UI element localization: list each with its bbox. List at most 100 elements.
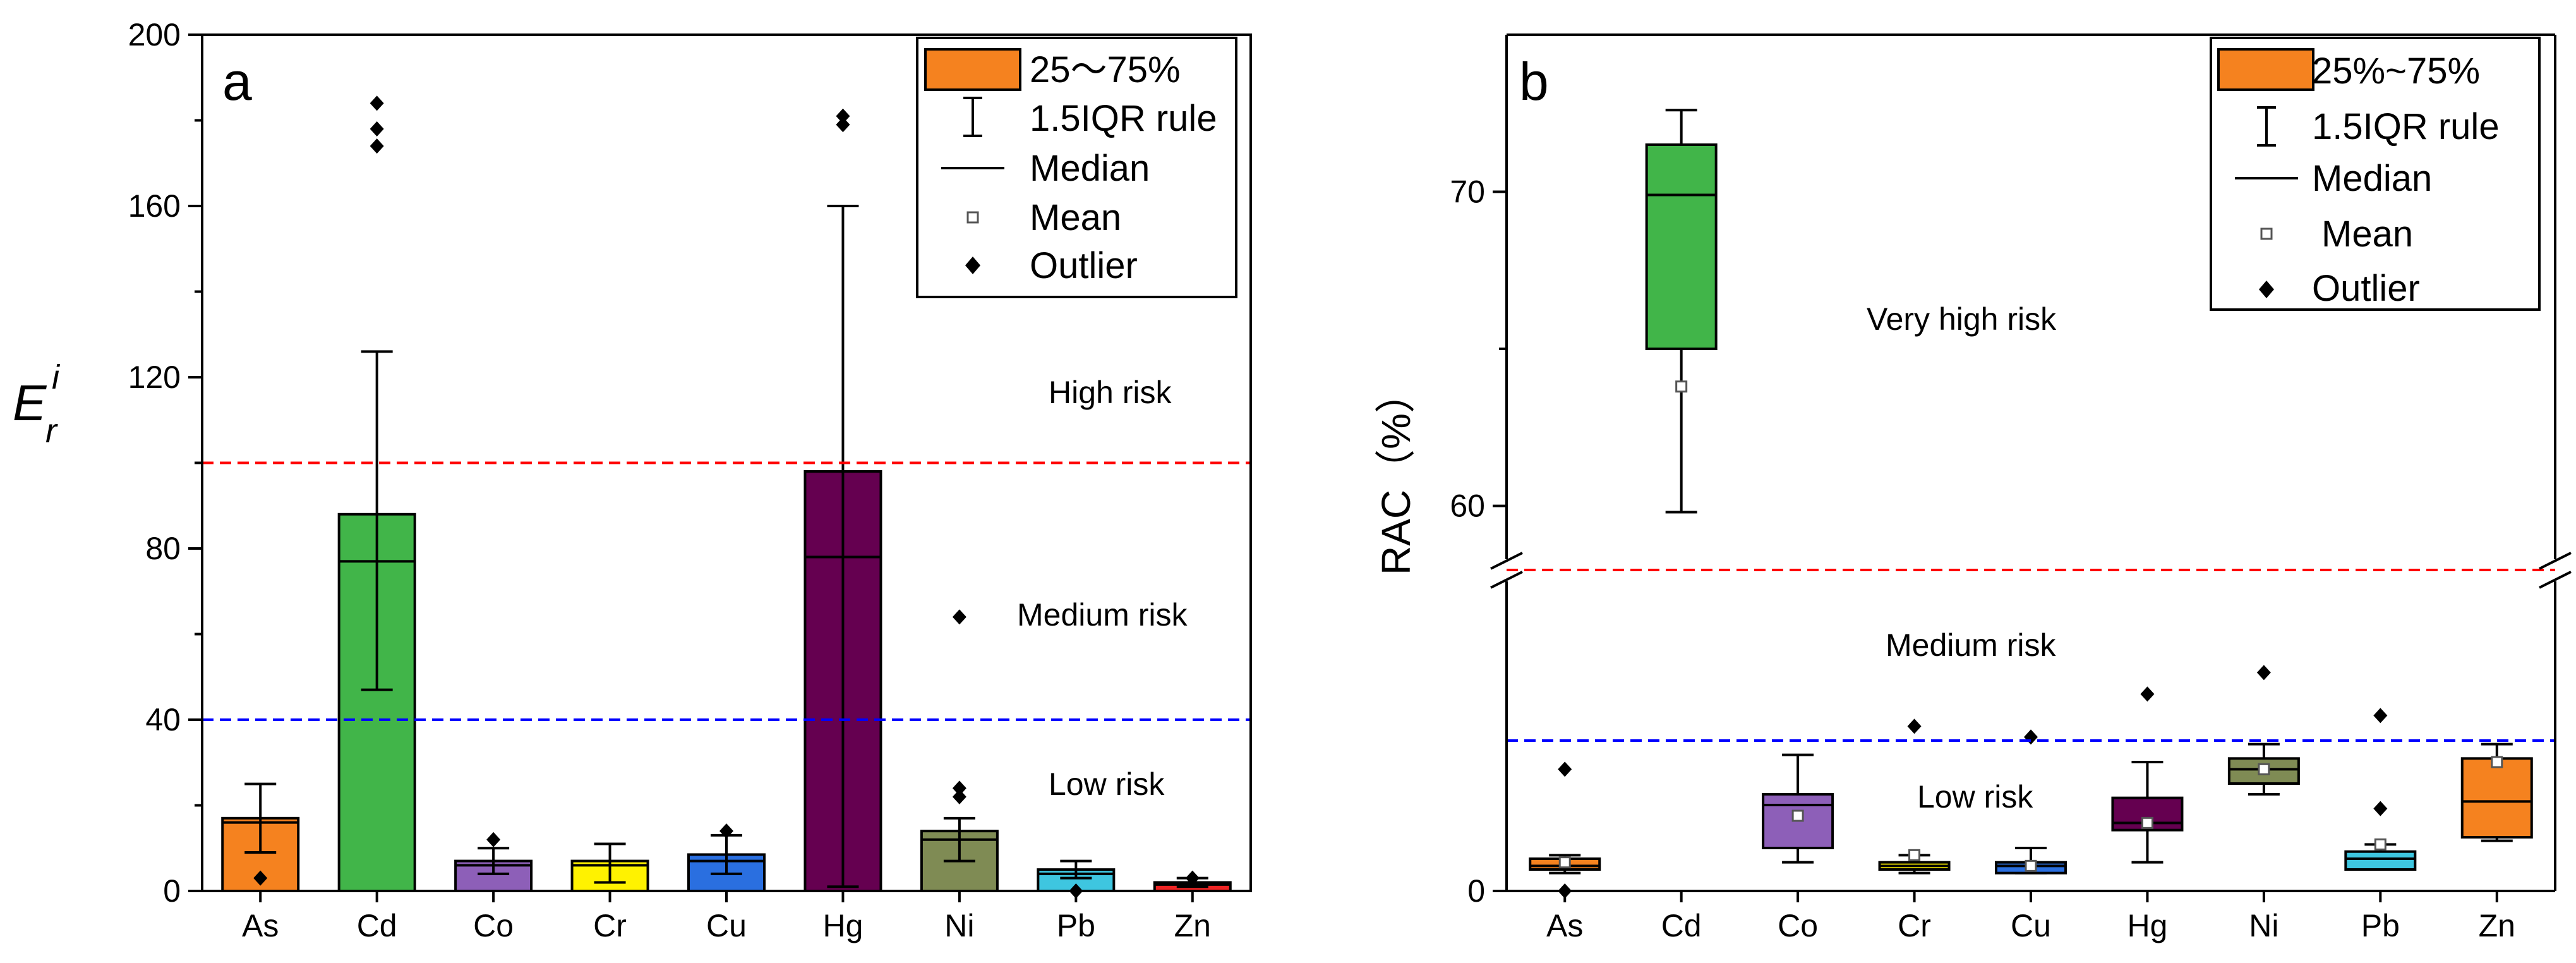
outlier-cu bbox=[719, 823, 733, 839]
mean-hg bbox=[2141, 816, 2153, 829]
y-tick-label: 160 bbox=[128, 188, 181, 224]
x-tick-label: Zn bbox=[1174, 908, 1211, 943]
whisker-as bbox=[244, 782, 277, 854]
whisker-hg bbox=[827, 205, 859, 888]
box-cd bbox=[1645, 143, 1718, 351]
mean-cr bbox=[1908, 849, 1921, 861]
legend-label-box-b: 25%~75% bbox=[2312, 51, 2480, 92]
panel-b-legend: 25%~75% 1.5IQR rule Median Mean Outlier bbox=[2210, 37, 2541, 311]
x-tick-label: As bbox=[1546, 908, 1583, 943]
x-tick-label: Cu bbox=[2011, 908, 2051, 943]
mean-cu bbox=[2025, 859, 2037, 872]
x-tick-label: Cr bbox=[1898, 908, 1931, 943]
outlier-cr bbox=[1907, 718, 1922, 734]
x-tick-label: Hg bbox=[2127, 908, 2167, 943]
x-tick-label: Co bbox=[1778, 908, 1818, 943]
x-tick-label: Ni bbox=[2249, 908, 2278, 943]
outlier-ni bbox=[952, 789, 966, 804]
whisker-cr bbox=[594, 842, 626, 884]
legend-label-outlier: Outlier bbox=[1030, 245, 1138, 286]
whisker-co bbox=[478, 847, 510, 875]
x-tick-label: Ni bbox=[944, 908, 974, 943]
panel-a-data: 0 40 80 120 160 200 As Cd Co Cr Cu Hg Ni Pb Zn bbox=[128, 17, 1251, 943]
y-tick-label: 0 bbox=[1467, 873, 1485, 909]
outlier-cd bbox=[370, 138, 384, 154]
y-tick-label: 60 bbox=[1450, 488, 1485, 524]
zone-label-low-risk: Low risk bbox=[1049, 766, 1165, 802]
mean-co bbox=[1791, 809, 1804, 822]
x-tick-label: As bbox=[242, 908, 279, 943]
legend-label-median-b: Median bbox=[2312, 158, 2432, 199]
outlier-as bbox=[253, 870, 268, 886]
legend-label-box: 25～75% bbox=[1030, 49, 1181, 90]
legend-swatch-iqr bbox=[924, 48, 1021, 91]
panel-a-legend: 25～75% 1.5IQR rule Median Mean Outlier bbox=[916, 37, 1237, 298]
panel-b-data: 0 60 70 As Cd Co Cr Cu Hg Ni Pb Zn bbox=[1450, 109, 2555, 943]
outlier-ni bbox=[952, 609, 966, 625]
legend-mean-icon bbox=[966, 211, 979, 224]
x-tick-label: Cd bbox=[1661, 908, 1702, 943]
x-tick-label: Cd bbox=[357, 908, 397, 943]
y-label-sup: i bbox=[52, 358, 61, 396]
box-zn bbox=[2460, 757, 2533, 839]
legend-label-median: Median bbox=[1030, 148, 1150, 189]
mean-ni bbox=[2258, 763, 2270, 775]
zone-label-medium-risk-b: Medium risk bbox=[1886, 627, 2056, 663]
mean-pb bbox=[2374, 838, 2386, 851]
outlier-hg bbox=[836, 117, 850, 133]
panel-a: 0 40 80 120 160 200 As Cd Co Cr Cu Hg Ni Pb Zn E r i H… bbox=[13, 17, 1252, 943]
whisker-pb bbox=[1060, 859, 1092, 880]
box-pb bbox=[2344, 850, 2417, 871]
panel-a-frame bbox=[201, 33, 1252, 892]
y-label-main: E bbox=[13, 375, 47, 431]
outlier-hg bbox=[2140, 686, 2155, 702]
outlier-cd bbox=[370, 121, 384, 137]
x-tick-label: Pb bbox=[1057, 908, 1095, 943]
panel-a-y-axis-label: E r i bbox=[13, 358, 61, 450]
legend-label-whisker-b: 1.5IQR rule bbox=[2312, 106, 2500, 147]
outlier-ni bbox=[2256, 665, 2271, 681]
y-tick-label: 40 bbox=[145, 702, 181, 737]
panel-letter-b: b bbox=[1519, 52, 1549, 111]
mean-zn bbox=[2491, 756, 2503, 768]
outlier-pb bbox=[2373, 801, 2388, 816]
y-tick-label: 70 bbox=[1450, 174, 1485, 210]
x-tick-label: Cu bbox=[706, 908, 747, 943]
legend-outlier-icon bbox=[965, 257, 980, 274]
axis-break-marks bbox=[1490, 552, 2572, 589]
legend-swatch-iqr-b bbox=[2217, 48, 2314, 91]
outlier-hg bbox=[836, 108, 850, 124]
outlier-cd bbox=[370, 95, 384, 111]
outlier-ni bbox=[952, 780, 966, 796]
y-tick-label: 200 bbox=[128, 17, 181, 52]
y-label-sub: r bbox=[45, 412, 58, 450]
y-tick-label: 80 bbox=[145, 531, 181, 566]
x-tick-label: Pb bbox=[2361, 908, 2400, 943]
x-tick-label: Co bbox=[473, 908, 514, 943]
legend-label-whisker: 1.5IQR rule bbox=[1030, 98, 1217, 139]
zone-label-medium-risk: Medium risk bbox=[1017, 597, 1188, 633]
legend-whisker-icon-b bbox=[2257, 106, 2276, 147]
whisker-cd bbox=[361, 350, 393, 691]
legend-mean-icon-b bbox=[2260, 227, 2273, 240]
y-tick-label: 0 bbox=[163, 873, 181, 909]
panel-letter-a: a bbox=[222, 52, 252, 111]
panel-b: 0 60 70 As Cd Co Cr Cu Hg Ni Pb Zn RAC（%） Very high… bbox=[1373, 33, 2572, 943]
legend-label-outlier-b: Outlier bbox=[2312, 268, 2420, 309]
legend-label-mean: Mean bbox=[1030, 197, 1121, 238]
panel-b-y-axis-label: RAC（%） bbox=[1373, 373, 1419, 575]
outlier-zn bbox=[1185, 870, 1200, 886]
outlier-cu bbox=[2024, 729, 2038, 745]
outlier-as bbox=[1558, 761, 1572, 777]
zone-label-very-high-risk: Very high risk bbox=[1867, 301, 2057, 337]
y-tick-label: 120 bbox=[128, 360, 181, 395]
outlier-pb bbox=[2373, 708, 2388, 724]
zone-label-low-risk-b: Low risk bbox=[1917, 779, 2033, 815]
x-tick-label: Zn bbox=[2479, 908, 2515, 943]
zone-label-high-risk: High risk bbox=[1049, 375, 1172, 410]
legend-label-mean-b: Mean bbox=[2321, 214, 2413, 255]
mean-as bbox=[1558, 856, 1571, 869]
panel-b-frame bbox=[1505, 33, 2556, 892]
legend-outlier-icon-b bbox=[2259, 281, 2274, 298]
